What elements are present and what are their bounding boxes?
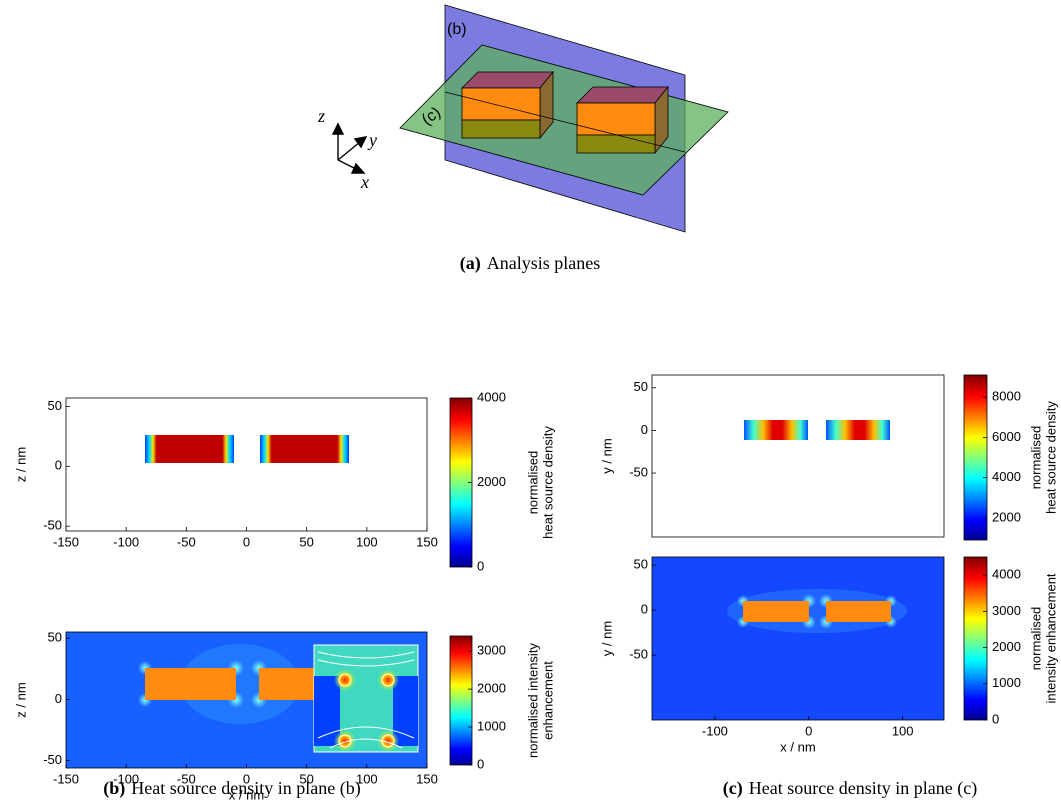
y-tick-label: 50 (634, 557, 648, 572)
axes-frame (65, 397, 428, 532)
colorbar-label: heat source density (540, 426, 555, 539)
x-tick-label: 150 (416, 534, 438, 549)
y-tick-label: -50 (43, 752, 62, 767)
x-tick-label: -100 (702, 723, 728, 738)
caption-label: (b) (103, 778, 125, 799)
analysis-planes-sketch: (b) (c) z y x (317, 4, 729, 233)
x-tick-label: -100 (113, 771, 139, 786)
x-tick-label: 50 (299, 534, 313, 549)
y-tick-label: -50 (629, 647, 648, 662)
colorbar-tick-label: 3000 (477, 643, 506, 658)
x-tick-label: -50 (177, 771, 196, 786)
axis-triad (331, 122, 368, 174)
x-tick-label: 0 (243, 534, 250, 549)
y-tick-label: 50 (48, 630, 62, 645)
axis-x-label: x (360, 172, 369, 192)
colorbar-tick-label: 4000 (992, 567, 1021, 582)
caption-label: (a) (460, 253, 481, 274)
colorbar-label: normalised intensity (525, 643, 540, 758)
colorbar-tick-label: 4000 (992, 469, 1021, 484)
y-tick-label: -50 (43, 518, 62, 533)
colorbar (963, 556, 988, 721)
colorbar (449, 635, 473, 766)
caption-text: Heat source density in plane (b) (131, 778, 360, 799)
y-tick-label: 0 (55, 458, 62, 473)
x-tick-label: -150 (53, 771, 79, 786)
colorbar-tick-label: 8000 (992, 389, 1021, 404)
y-tick-label: 0 (641, 422, 648, 437)
colorbar-tick-label: 1000 (477, 718, 506, 733)
inset (313, 644, 419, 753)
heatmap-c-top (744, 420, 890, 440)
axes-frame (651, 374, 945, 538)
x-tick-label: 100 (892, 723, 914, 738)
y-tick-label: 0 (55, 691, 62, 706)
y-tick-label: 0 (641, 602, 648, 617)
y-axis-label: z / nm (13, 447, 28, 482)
y-tick-label: 50 (634, 379, 648, 394)
axes-frame (651, 556, 945, 721)
y-tick-label: -50 (629, 464, 648, 479)
colorbar-tick-label: 2000 (477, 681, 506, 696)
colorbar-tick-label: 6000 (992, 429, 1021, 444)
colorbar-label: enhancement (540, 661, 555, 740)
colorbar (963, 374, 988, 541)
x-axis-label: x / nm (229, 787, 264, 802)
colorbar-label: intensity enhancement (1043, 573, 1058, 703)
heatmap-b-top (145, 435, 349, 463)
colorbar-tick-label: 2000 (992, 639, 1021, 654)
x-tick-label: 0 (805, 723, 812, 738)
axis-z-label: z (317, 106, 325, 126)
colorbar-tick-label: 4000 (477, 389, 506, 404)
y-axis-label: y / nm (599, 621, 614, 656)
caption-b: (b) Heat source density in plane (b) (103, 778, 360, 799)
y-axis-label: y / nm (599, 438, 614, 473)
x-axis-label: x / nm (780, 739, 815, 754)
x-tick-label: 50 (299, 771, 313, 786)
colorbar-tick-label: 1000 (992, 675, 1021, 690)
heatmap-c-bottom (652, 557, 944, 720)
x-tick-label: -50 (177, 534, 196, 549)
box-left (461, 70, 554, 140)
colorbar-tick-label: 0 (477, 558, 484, 573)
caption-text: Heat source density in plane (c) (749, 778, 977, 799)
colorbar-label: normalised (525, 451, 540, 515)
colorbar-label: normalised (1028, 426, 1043, 490)
x-tick-label: -100 (113, 534, 139, 549)
caption-text: Analysis planes (487, 253, 600, 273)
colorbar-tick-label: 0 (992, 711, 999, 726)
colorbar-tick-label: 3000 (992, 603, 1021, 618)
x-tick-label: 150 (416, 771, 438, 786)
x-tick-label: -150 (53, 534, 79, 549)
colorbar-label: heat source density (1043, 401, 1058, 514)
y-axis-label: z / nm (13, 682, 28, 717)
x-tick-label: 100 (356, 534, 378, 549)
colorbar-tick-label: 2000 (992, 509, 1021, 524)
caption-label: (c) (723, 778, 743, 799)
y-tick-label: 50 (48, 398, 62, 413)
axis-y-label: y (367, 130, 377, 150)
colorbar-tick-label: 0 (477, 756, 484, 771)
plane-intersection (444, 91, 686, 153)
x-tick-label: 0 (243, 771, 250, 786)
heatmap-b-bottom (66, 632, 427, 768)
x-tick-label: 100 (356, 771, 378, 786)
colorbar-tick-label: 2000 (477, 474, 506, 489)
colorbar-label: normalised (1028, 607, 1043, 671)
plane-b-label: (b) (447, 21, 467, 38)
caption-c: (c) Heat source density in plane (c) (723, 778, 977, 799)
caption-a: (a) Analysis planes (460, 253, 600, 274)
box-right (576, 85, 669, 155)
